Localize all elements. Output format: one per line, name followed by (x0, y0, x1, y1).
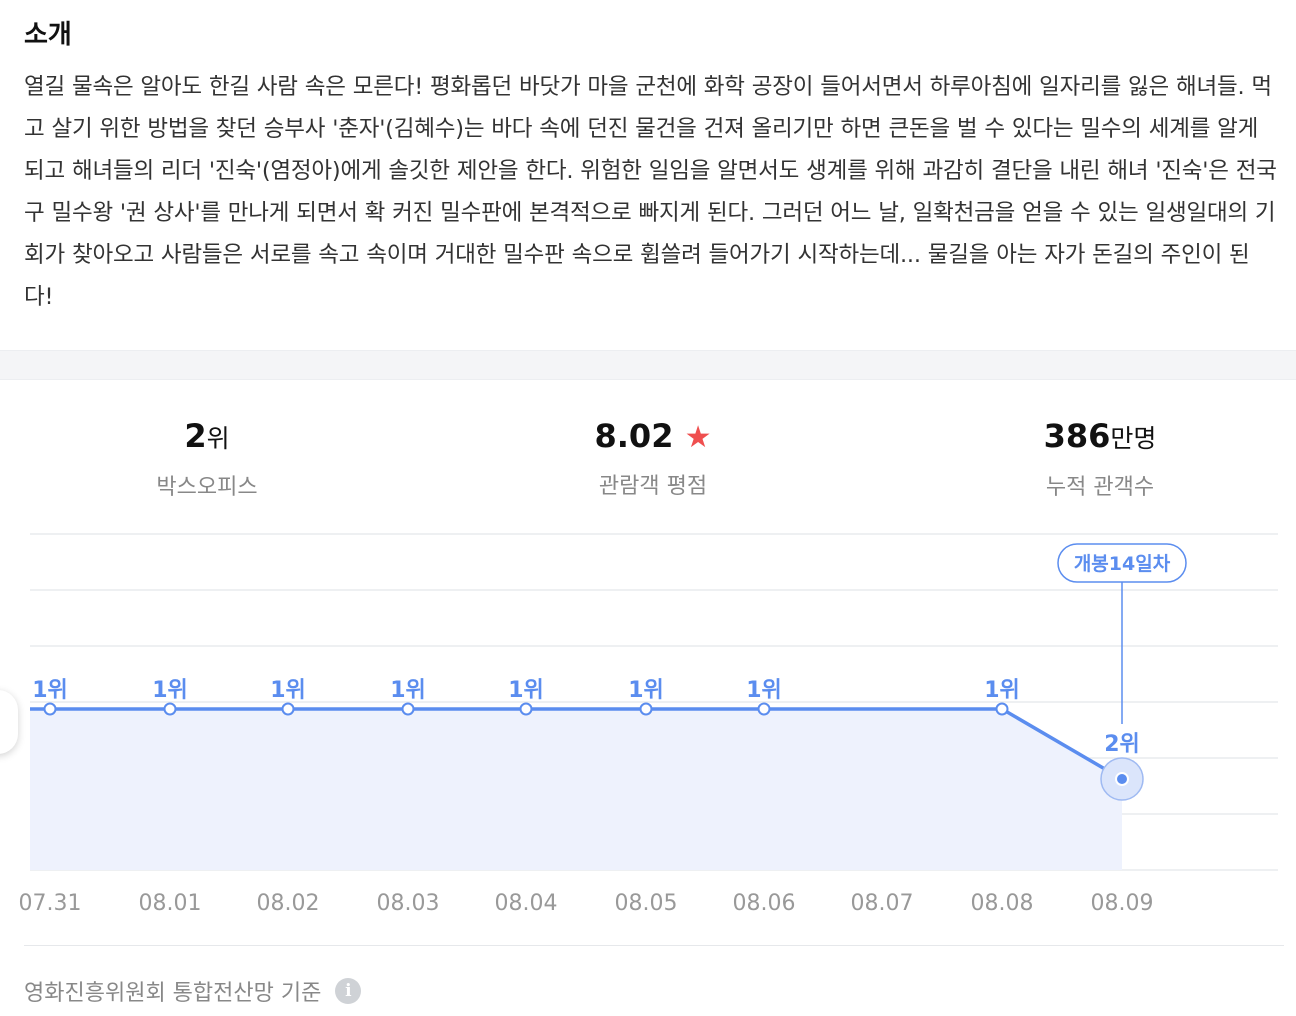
rating-value: 8.02 ★ (503, 418, 803, 456)
intro-title: 소개 (24, 20, 72, 50)
data-point (519, 702, 533, 716)
audience-value: 386만명 (950, 418, 1250, 457)
footer-divider (24, 945, 1284, 946)
x-tick-label: 08.05 (615, 891, 678, 916)
data-point (995, 702, 1009, 716)
rating-number: 8.02 (594, 417, 674, 455)
x-tick-label: 08.07 (851, 891, 914, 916)
boxoffice-rank: 2 (184, 417, 207, 455)
star-icon: ★ (684, 420, 712, 455)
source-text: 영화진흥위원회 통합전산망 기준 (24, 981, 322, 1006)
source-note: 영화진흥위원회 통합전산망 기준 i (24, 975, 362, 1007)
highlight-label: 개봉14일차 (1074, 553, 1171, 575)
x-tick-label: 08.06 (733, 891, 796, 916)
boxoffice-unit: 위 (206, 424, 230, 453)
data-point (401, 702, 415, 716)
point-label: 1위 (152, 678, 188, 703)
audience-stat: 386만명 누적 관객수 (950, 418, 1250, 501)
series-line (30, 707, 1123, 781)
boxoffice-value: 2위 (57, 418, 357, 457)
data-point (639, 702, 653, 716)
data-point (163, 702, 177, 716)
x-tick-label: 08.02 (257, 891, 320, 916)
x-tick-label: 08.04 (495, 891, 558, 916)
data-point (43, 702, 57, 716)
point-label: 1위 (746, 678, 782, 703)
point-label: 1위 (508, 678, 544, 703)
point-label: 1위 (628, 678, 664, 703)
audience-number: 386 (1043, 417, 1111, 455)
point-label: 1위 (984, 678, 1020, 703)
x-tick-label: 08.08 (971, 891, 1034, 916)
info-icon[interactable]: i (335, 978, 362, 1004)
data-point (1115, 772, 1129, 786)
boxoffice-label: 박스오피스 (156, 475, 258, 500)
x-tick-label: 08.03 (377, 891, 440, 916)
data-point (281, 702, 295, 716)
chart-scroll-handle[interactable] (0, 690, 18, 754)
x-tick-label: 07.31 (19, 891, 82, 916)
rank-chart-svg: 개봉14일차 1위 1위 1위 1위 1위 1위 1위 1위 2위 07.31 08.01 08.02 0… (19, 533, 1278, 916)
rating-label: 관람객 평점 (598, 474, 708, 499)
audience-label: 누적 관객수 (1045, 475, 1155, 500)
point-label: 1위 (32, 678, 68, 703)
point-label: 2위 (1104, 732, 1140, 757)
highlight-pill (1057, 543, 1187, 583)
audience-unit: 만명 (1110, 424, 1157, 453)
x-tick-label: 08.09 (1091, 891, 1154, 916)
chart-area (30, 709, 1122, 870)
boxoffice-stat: 2위 박스오피스 (57, 418, 357, 501)
rating-stat: 8.02 ★ 관람객 평점 (503, 418, 803, 500)
point-label: 1위 (390, 678, 426, 703)
x-tick-label: 08.01 (139, 891, 202, 916)
rank-chart: 개봉14일차 1위 1위 1위 1위 1위 1위 1위 1위 2위 07.31 08.01 08.02 0… (0, 520, 1296, 920)
data-point (757, 702, 771, 716)
intro-body: 열길 물속은 알아도 한길 사람 속은 모른다! 평화롭던 바닷가 마을 군천에… (24, 74, 1277, 310)
point-label: 1위 (270, 678, 306, 703)
section-divider (0, 350, 1296, 380)
